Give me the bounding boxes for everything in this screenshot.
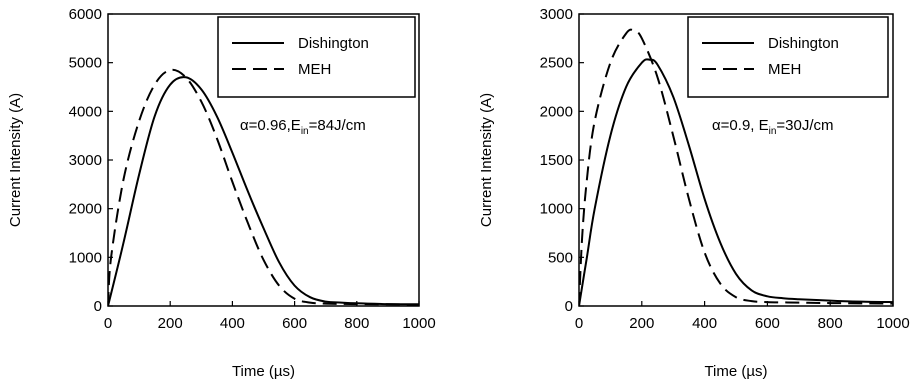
chart2-x-axis-label: Time (µs) [704, 363, 767, 380]
chart1-x-tick-label: 1000 [402, 315, 435, 332]
chart-2: 0 500 1000 1500 2000 2500 3000 0 200 400 600 800 100… [478, 6, 910, 380]
chart1-annotation: α=0.96,Ein=84J/cm [240, 117, 366, 137]
chart1-legend-label-meh: MEH [298, 61, 331, 78]
chart2-x-tick-label: 1000 [876, 315, 909, 332]
chart2-x-tick-label: 200 [629, 315, 654, 332]
chart1-x-tick-label: 200 [158, 315, 183, 332]
chart2-y-tick-label: 2500 [540, 55, 573, 72]
chart1-x-axis-label: Time (µs) [232, 363, 295, 380]
chart1-y-tick-label: 6000 [69, 6, 102, 23]
chart2-legend-box [687, 16, 889, 98]
chart1-y-tick-label: 4000 [69, 103, 102, 120]
chart1-x-tick-label: 400 [220, 315, 245, 332]
chart1-x-tick-label: 600 [282, 315, 307, 332]
chart1-y-tick-label: 2000 [69, 201, 102, 218]
chart1-legend-box [217, 16, 416, 98]
chart2-series-meh-line [579, 28, 893, 306]
chart2-y-tick-label: 0 [565, 298, 573, 315]
chart2-series-dishington-line [579, 58, 893, 306]
chart2-x-tick-label: 800 [818, 315, 843, 332]
chart2-y-tick-label: 500 [548, 249, 573, 266]
chart2-legend: Dishington MEH [687, 16, 889, 98]
chart1-y-tick-label: 0 [94, 298, 102, 315]
chart1-x-tick-label: 800 [344, 315, 369, 332]
chart2-x-tick-label: 600 [755, 315, 780, 332]
chart1-plot-area [108, 68, 419, 306]
chart1-x-tick-label: 0 [104, 315, 112, 332]
chart1-y-tick-label: 1000 [69, 249, 102, 266]
chart1-y-tick-label: 5000 [69, 55, 102, 72]
chart2-y-axis-label: Current Intensity (A) [478, 93, 495, 227]
chart-1: 0 1000 2000 3000 4000 5000 6000 0 200 400 600 800 10… [7, 6, 436, 380]
chart1-series-dishington-line [108, 76, 419, 306]
chart2-plot-area [579, 28, 893, 306]
chart1-legend: Dishington MEH [217, 16, 416, 98]
chart1-series-meh-line [108, 68, 419, 306]
chart2-legend-label-meh: MEH [768, 61, 801, 78]
chart1-legend-label-dishington: Dishington [298, 35, 369, 52]
chart2-y-tick-label: 1000 [540, 201, 573, 218]
chart2-x-tick-label: 400 [692, 315, 717, 332]
chart2-y-tick-label: 1500 [540, 152, 573, 169]
chart2-annotation: α=0.9, Ein=30J/cm [712, 117, 834, 137]
chart1-y-axis-label: Current Intensity (A) [7, 93, 24, 227]
chart2-y-tick-label: 3000 [540, 6, 573, 23]
chart1-y-tick-label: 3000 [69, 152, 102, 169]
chart2-y-tick-label: 2000 [540, 103, 573, 120]
chart2-legend-label-dishington: Dishington [768, 35, 839, 52]
chart2-x-tick-label: 0 [575, 315, 583, 332]
